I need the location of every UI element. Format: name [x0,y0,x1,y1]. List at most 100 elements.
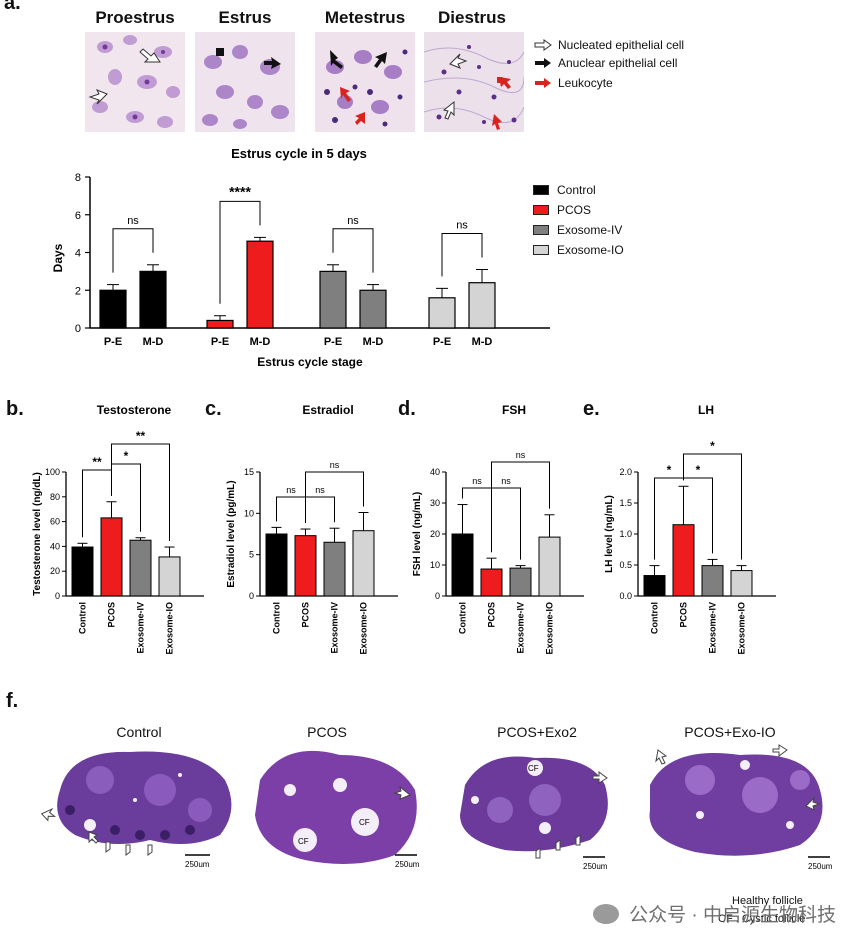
fsh-xtick-label: PCOS [487,602,497,628]
fsh-xtick-label: Exosome-IO [545,602,555,655]
watermark: 公众号 · 中启源生物科技 [593,900,836,927]
estrus-bar-3-1 [468,282,496,329]
estrus-bar-3-0 [428,297,456,329]
estradiol-chart: Estradiol Estradiol level (pg/mL) 0 5 10 15 Co… [226,403,398,655]
stage-title-metestrus: Metestrus [324,8,406,27]
fsh-ytick-label: 20 [430,529,440,539]
testosterone-ytick-label: 60 [50,517,60,527]
estrus-xtick-label: P-E [324,336,342,348]
estradiol-title: Estradiol [302,403,353,417]
panel-letter-c: c. [205,398,222,420]
fsh-ytick-label: 40 [430,467,440,477]
group-legend-item: PCOS [533,203,591,217]
estradiol-ylabel: Estradiol level (pg/mL) [226,480,237,587]
ovary-section-control: 250um [40,751,232,869]
estrus-bar-2-1 [359,289,387,329]
micrograph-estrus [195,32,295,132]
fsh-ylabel: FSH level (ng/mL) [412,492,423,576]
estradiol-xtick-label: Exosome-IO [359,602,369,655]
group-legend-label: Exosome-IV [557,223,623,237]
watermark-text: 公众号 · 中启源生物科技 [629,905,836,926]
healthy-follicle-label: Healthy follicle [732,895,803,907]
testosterone-bar-0 [71,546,94,597]
scale-bar-control: 250um [185,860,210,869]
lh-ytick-label: 1.0 [619,529,632,539]
estrus-sig-label: ns [456,219,468,231]
estrus-chart-xlabel: Estrus cycle stage [257,355,363,369]
lh-title: LH [698,403,714,417]
fsh-bar-0 [451,533,474,597]
stage-title-diestrus: Diestrus [437,8,507,27]
ovary-section-pcos: CF CF 250um [255,750,420,869]
lh-bar-3 [730,570,753,597]
group-legend-label: Control [557,183,596,197]
panel-letter-e: e. [583,398,600,420]
estrus-sig-bracket [219,200,261,304]
estrus-cycle-chart: Estrus cycle in 5 days Days Estrus cycle… [51,146,550,369]
testosterone-ytick-label: 20 [50,566,60,576]
ovary-title-exo-io: PCOS+Exo-IO [684,724,776,740]
micrograph-diestrus [424,32,524,132]
testosterone-xtick-label: Exosome-IO [165,602,175,655]
testosterone-bar-1 [100,517,123,597]
estradiol-ytick-label: 15 [244,467,254,477]
fsh-xtick-label: Exosome-IV [516,602,526,654]
estrus-sig-label: ns [347,215,359,227]
estradiol-sig-label: ns [330,460,340,470]
cf-label-1: CF [359,818,370,827]
estradiol-xtick-label: Control [272,602,282,634]
legend-leukocyte-label: Leukocyte [558,76,613,90]
fsh-sig-label: ns [516,450,526,460]
testosterone-xtick-label: Exosome-IV [136,602,146,654]
estrus-xtick-label: M-D [250,336,271,348]
wechat-icon [593,903,620,924]
testosterone-ytick-label: 80 [50,492,60,502]
lh-ylabel: LH level (ng/mL) [604,495,615,573]
lh-ytick-label: 0.5 [619,560,632,570]
estrus-sig-bracket [441,232,483,277]
group-legend-label: PCOS [557,203,592,217]
fsh-title: FSH [502,403,526,417]
lh-bar-1 [672,524,695,597]
estrus-bar-2-0 [319,270,347,329]
lh-xtick-label: PCOS [679,602,689,628]
group-legend-item: Exosome-IO [533,243,624,257]
stage-title-proestrus: Proestrus [95,8,175,27]
estrus-chart-title: Estrus cycle in 5 days [231,146,367,161]
estrus-bar-0-1 [139,270,167,329]
fsh-bar-2 [509,567,532,597]
fsh-ytick-label: 0 [435,591,440,601]
estrus-sig-label: ns [127,215,139,227]
fsh-sig-bracket [491,487,521,560]
group-legend-swatch [533,205,549,215]
estradiol-ytick-label: 5 [249,550,254,560]
fsh-ytick-label: 30 [430,498,440,508]
estrus-sig-bracket [112,228,154,273]
scale-bar-pcos: 250um [395,860,420,869]
panel-letter-b: b. [6,398,24,420]
legend-nucleated-label: Nucleated epithelial cell [558,38,685,52]
legend-leukocyte: Leukocyte [534,76,613,90]
lh-sig-label: * [696,463,701,477]
cf-label-2: CF [298,837,309,846]
estrus-ytick-label: 6 [75,210,81,222]
estrus-xtick-label: P-E [211,336,229,348]
estrus-xtick-label: P-E [433,336,451,348]
scale-bar-exo2: 250um [583,862,608,871]
estradiol-sig-label: ns [286,485,296,495]
testosterone-xtick-label: PCOS [107,602,117,628]
estradiol-sig-label: ns [315,485,325,495]
group-legend-swatch [533,185,549,195]
group-legend-swatch [533,225,549,235]
estradiol-ytick-label: 0 [249,591,254,601]
testosterone-title: Testosterone [97,403,172,417]
group-legend-item: Exosome-IV [533,223,622,237]
legend-nucleated: Nucleated epithelial cell [534,38,684,52]
testosterone-sig-bracket [111,443,170,542]
estradiol-xtick-label: Exosome-IV [330,602,340,654]
micrograph-metestrus [315,32,415,132]
estrus-xtick-label: M-D [472,336,493,348]
lh-sig-bracket [683,453,742,560]
testosterone-chart: Testosterone Testosterone level (ng/dL) 0 2… [32,403,204,655]
lh-xtick-label: Exosome-IO [737,602,747,655]
